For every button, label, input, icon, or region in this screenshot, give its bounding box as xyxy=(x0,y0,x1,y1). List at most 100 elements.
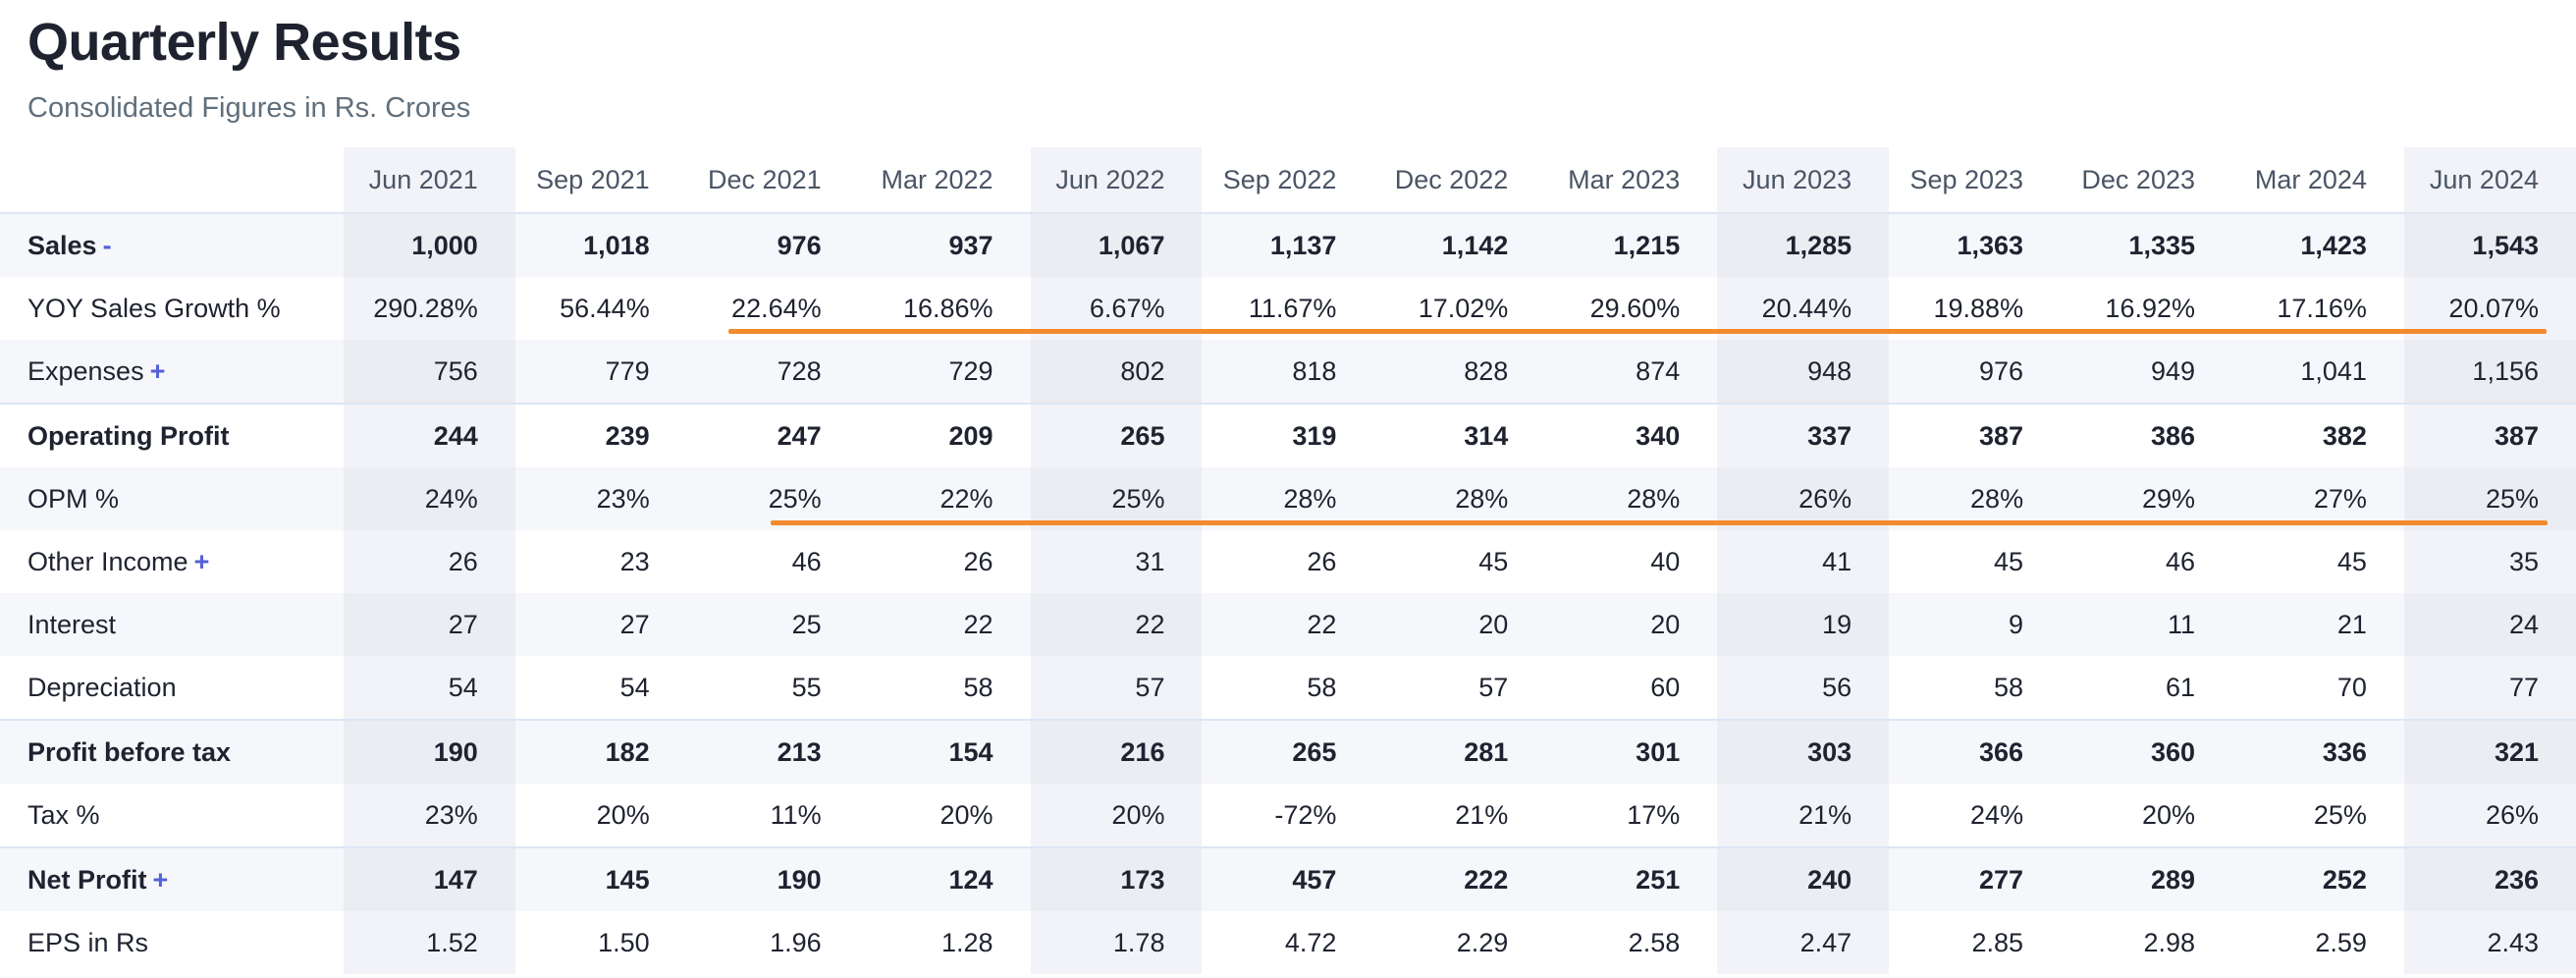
row-label: Net Profit xyxy=(27,864,147,895)
header-cell-blank xyxy=(0,147,344,214)
table-cell: 1,363 xyxy=(1889,213,2062,277)
row-label: YOY Sales Growth % xyxy=(27,293,281,323)
table-cell: 26 xyxy=(1307,546,1337,576)
table-cell: 17% xyxy=(1627,799,1681,830)
table-cell: 236 xyxy=(2403,846,2576,911)
column-header: Dec 2022 xyxy=(1373,147,1546,214)
row-label: Profit before tax xyxy=(27,736,232,767)
row-label: Tax % xyxy=(27,799,100,830)
column-header: Sep 2023 xyxy=(1889,147,2062,214)
table-cell: 265 xyxy=(1030,403,1203,467)
table-cell: 2.43 xyxy=(2403,911,2576,974)
quarterly-results-table: Jun 2021 Sep 2021 Dec 2021 Mar 2022 Jun 2022… xyxy=(0,147,2576,974)
table-cell: 779 xyxy=(514,340,687,404)
table-cell: 16.86% xyxy=(902,293,993,323)
table-cell: 20% xyxy=(596,799,650,830)
table-cell: 319 xyxy=(1202,403,1374,467)
table-cell: 46 xyxy=(2165,546,2195,576)
table-row: Sales -1,000 1,018 976 937 1,067 1,137 1,142 1,2… xyxy=(0,213,2576,277)
table-cell: 41 xyxy=(1717,530,1890,593)
row-label-cell[interactable]: Sales - xyxy=(0,213,344,277)
table-cell: 9 xyxy=(1889,593,2062,656)
table-cell: 20% xyxy=(1030,784,1203,847)
table-cell: 28% xyxy=(1373,467,1546,530)
expand-toggle-button[interactable]: + xyxy=(149,355,166,386)
table-cell: 1,543 xyxy=(2403,213,2576,277)
table-cell: 301 xyxy=(1545,719,1718,784)
table-cell: 360 xyxy=(2061,719,2232,784)
table-cell: 58 xyxy=(1307,672,1337,702)
table-cell: 57 xyxy=(1030,656,1203,720)
table-cell: 45 xyxy=(1994,546,2024,576)
table-cell: 2.29 xyxy=(1456,927,1509,957)
table-cell: 46 xyxy=(791,546,822,576)
table-cell: 265 xyxy=(1202,719,1374,784)
table-cell: 56 xyxy=(1717,656,1890,720)
row-label-cell[interactable]: Expenses + xyxy=(0,340,344,404)
table-cell: 802 xyxy=(1030,340,1203,404)
table-cell: 77 xyxy=(2403,656,2576,720)
table-cell: 20.07% xyxy=(2403,277,2576,340)
table-cell: 154 xyxy=(858,719,1031,784)
row-label-cell[interactable]: Other Income + xyxy=(0,530,344,593)
column-header: Sep 2021 xyxy=(514,147,687,214)
table-cell: 457 xyxy=(1202,846,1374,911)
table-cell: 61 xyxy=(2165,672,2195,702)
table-cell: 124 xyxy=(858,846,1031,911)
table-cell: 40 xyxy=(1650,546,1681,576)
row-label: Depreciation xyxy=(27,672,177,702)
table-cell: 56.44% xyxy=(560,293,650,323)
table-cell: 11% xyxy=(770,799,822,830)
table-cell: 281 xyxy=(1373,719,1546,784)
expand-toggle-button[interactable]: + xyxy=(193,546,210,576)
table-cell: 60 xyxy=(1650,672,1681,702)
table-row: Depreciation 54 54 55 58 57 58 57 60 56 58 61 70 77 xyxy=(0,656,2576,720)
row-label: Expenses xyxy=(27,355,144,386)
table-cell: 1,335 xyxy=(2061,213,2232,277)
table-row: EPS in Rs 1.52 1.50 1.96 1.28 1.78 4.72 2.29 2.5… xyxy=(0,911,2576,974)
table-cell: 303 xyxy=(1717,719,1890,784)
table-cell: 387 xyxy=(2403,403,2576,467)
row-label: Other Income xyxy=(27,546,188,576)
table-cell: 24% xyxy=(1970,799,2024,830)
table-cell: 209 xyxy=(858,403,1031,467)
table-cell: 26 xyxy=(343,530,515,593)
table-cell: 22 xyxy=(858,593,1031,656)
table-cell: 2.47 xyxy=(1717,911,1890,974)
table-cell: 321 xyxy=(2403,719,2576,784)
row-label-cell: Interest xyxy=(0,593,344,656)
table-cell: 20% xyxy=(2141,799,2195,830)
table-cell: 1,000 xyxy=(343,213,515,277)
row-label: Sales xyxy=(27,230,97,260)
table-cell: 314 xyxy=(1373,403,1546,467)
column-header: Jun 2023 xyxy=(1717,147,1890,214)
table-cell: 340 xyxy=(1545,403,1718,467)
table-cell: 23% xyxy=(343,784,515,847)
table-cell: 1.52 xyxy=(343,911,515,974)
orange-underline-opm xyxy=(771,520,2548,525)
table-cell: 23% xyxy=(514,467,687,530)
collapse-toggle-button[interactable]: - xyxy=(102,230,112,260)
table-row: Interest 27 27 25 22 22 22 20 20 19 9 11 21 24 xyxy=(0,593,2576,656)
column-header: Jun 2024 xyxy=(2403,147,2576,214)
table-cell: 382 xyxy=(2232,403,2404,467)
table-cell: 54 xyxy=(619,672,650,702)
expand-toggle-button[interactable]: + xyxy=(152,864,169,895)
table-cell: 244 xyxy=(343,403,515,467)
row-label-cell: Tax % xyxy=(0,784,344,847)
table-cell: 290.28% xyxy=(343,277,515,340)
table-cell: 21% xyxy=(1455,799,1509,830)
table-cell: 2.58 xyxy=(1628,927,1681,957)
table-cell: 25% xyxy=(2403,467,2576,530)
table-cell: 23 xyxy=(619,546,650,576)
table-cell: 386 xyxy=(2061,403,2232,467)
table-row: YOY Sales Growth % 290.28% 56.44% 22.64% 16.… xyxy=(0,277,2576,340)
table-cell: 937 xyxy=(858,213,1031,277)
table-cell: 1.96 xyxy=(770,927,822,957)
table-cell: 22 xyxy=(1202,593,1374,656)
row-label-cell[interactable]: Net Profit + xyxy=(0,846,344,911)
table-cell: 58 xyxy=(963,672,993,702)
row-label-cell: YOY Sales Growth % xyxy=(0,277,344,340)
table-cell: 2.85 xyxy=(1971,927,2024,957)
table-cell: 2.59 xyxy=(2315,927,2367,957)
